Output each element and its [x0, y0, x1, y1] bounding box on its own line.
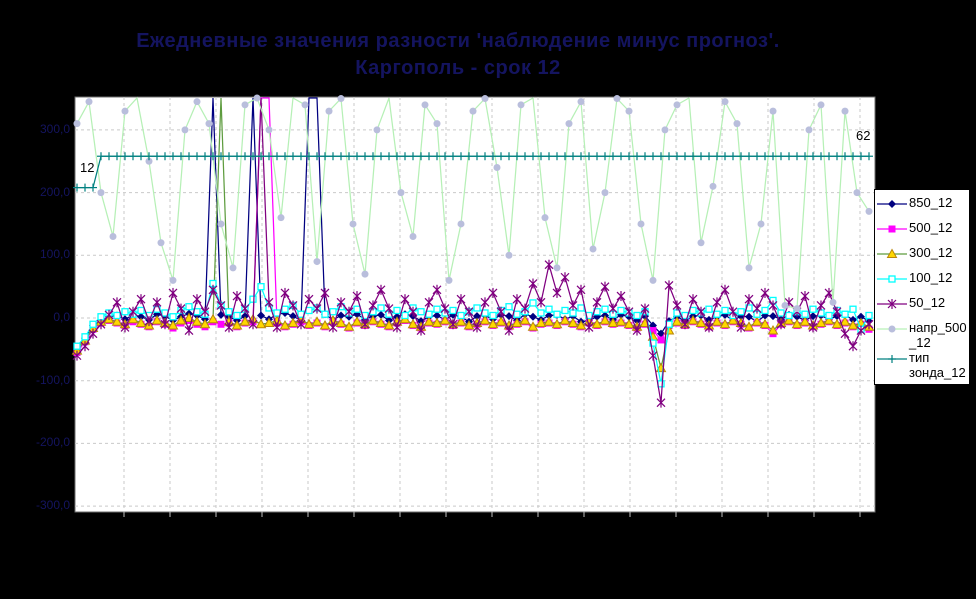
data-label-first-sonde-type: 12: [80, 160, 95, 175]
legend-item-500-12: 500_12: [877, 220, 967, 245]
y-axis-tick-label: 100,0: [39, 247, 70, 262]
legend-item-napr-500-12: напр_500_12: [877, 320, 967, 350]
chart-title-line2: Каргополь - срок 12: [355, 57, 561, 79]
series-тип зонда_12: [73, 152, 873, 192]
legend-marker-open-square-icon: [877, 272, 909, 286]
legend-marker-square-icon: [877, 222, 909, 236]
legend-label: напр_500_12: [909, 320, 967, 350]
legend-item-tip-zonda-12: тип зонда_12: [877, 350, 967, 380]
legend-label: 300_12: [909, 245, 953, 260]
y-axis-tick-label: -300,0: [35, 498, 70, 513]
legend-marker-triangle-icon: [877, 247, 909, 261]
legend-label: 850_12: [909, 195, 953, 210]
legend-label: 100_12: [909, 270, 953, 285]
series-напр_500_12: [73, 94, 873, 313]
legend-label: 50_12: [909, 295, 946, 310]
legend-label: тип зонда_12: [909, 350, 966, 380]
gridlines: [75, 97, 875, 517]
legend-marker-plus-icon: [877, 352, 909, 366]
legend-marker-diamond-icon: [877, 197, 909, 211]
y-axis-tick-label: -200,0: [35, 435, 70, 450]
series-50_12: [72, 97, 874, 408]
legend-marker-circle-icon: [877, 322, 909, 336]
legend-item-50-12: 50_12: [877, 295, 967, 320]
legend-item-100-12: 100_12: [877, 270, 967, 295]
y-axis-tick-label: -100,0: [35, 372, 70, 387]
y-axis-tick-label: 300,0: [39, 121, 70, 136]
legend-marker-asterisk-icon: [877, 297, 909, 311]
legend-item-300-12: 300_12: [877, 245, 967, 270]
legend-item-850-12: 850_12: [877, 195, 967, 220]
legend-label: 500_12: [909, 220, 953, 235]
y-axis-tick-label: 0,0: [53, 310, 70, 324]
legend-box: 850_12 500_12 300_12 100_12 50_12 напр_5…: [874, 189, 970, 385]
data-label-last-sonde-type: 62: [856, 128, 871, 143]
chart-title-line1: Ежедневные значения разности 'наблюдение…: [136, 30, 780, 52]
y-axis-tick-label: 200,0: [39, 184, 70, 199]
